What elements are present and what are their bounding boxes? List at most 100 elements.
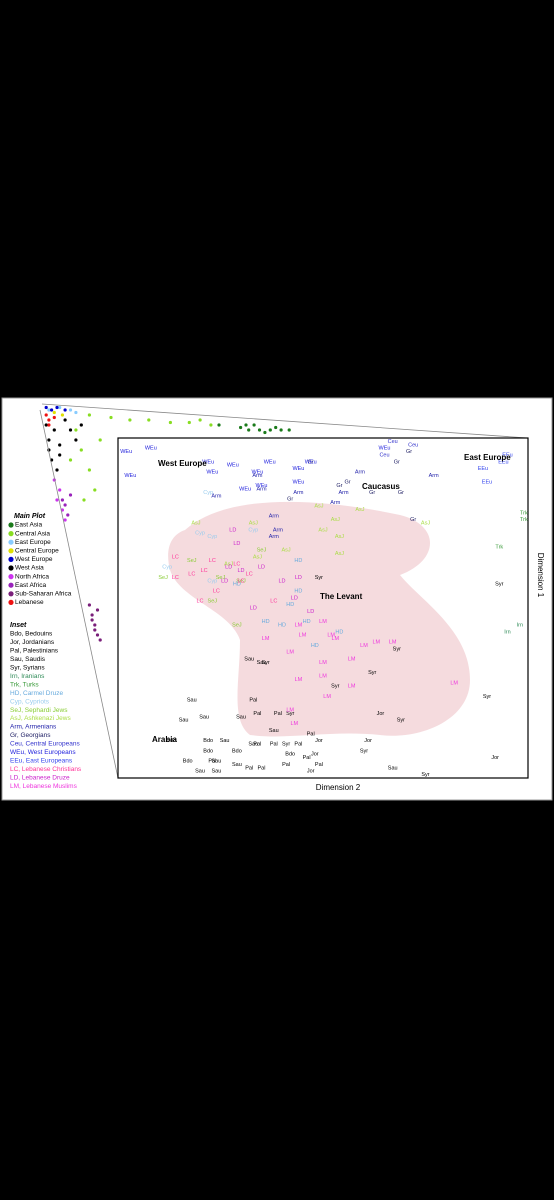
levant-region	[168, 501, 470, 737]
point-label: LM	[450, 680, 458, 686]
point-label: LM	[360, 643, 368, 649]
point	[287, 428, 291, 432]
point-label: Sau	[187, 697, 197, 703]
point-label: Arm	[338, 490, 349, 496]
point-label: LM	[295, 677, 303, 683]
point	[109, 415, 113, 420]
point-label: Gr	[406, 449, 412, 455]
point	[244, 423, 248, 427]
point-label: LD	[221, 578, 228, 584]
point-label: LD	[233, 541, 240, 547]
point-label: Jor	[307, 769, 315, 775]
point-label: HD	[286, 602, 294, 608]
point-label: LD	[295, 575, 302, 581]
point	[44, 423, 48, 427]
point-label: Bdo	[232, 748, 242, 754]
point-label: Trk	[495, 544, 503, 550]
legend-title: Inset	[10, 622, 27, 629]
point-label: Jor	[364, 738, 372, 744]
point-label: HD	[278, 622, 286, 628]
legend-marker	[8, 582, 14, 588]
point-label: Ceu	[388, 439, 398, 445]
point-label: LD	[225, 565, 232, 571]
point-label: SeJ	[208, 599, 218, 605]
legend-label: Ceu, Central Europeans	[10, 741, 80, 748]
zoom-line	[41, 403, 529, 439]
point	[55, 498, 59, 502]
point-label: WEu	[379, 446, 391, 452]
point-label: Pal	[253, 741, 261, 747]
legend-label: Bdo, Bedouins	[10, 631, 53, 638]
x-axis-label: Dimension 2	[316, 783, 361, 792]
legend-label: EEu, East Europeans	[10, 757, 73, 764]
legend-marker	[8, 548, 14, 554]
point-label: Pal	[245, 765, 253, 771]
point-label: LC	[196, 599, 203, 605]
point-label: WEu	[227, 463, 239, 469]
point	[74, 410, 78, 415]
point	[252, 423, 256, 427]
legend-label: LD, Lebanese Druze	[10, 774, 70, 781]
legend-marker	[8, 522, 14, 528]
point-label: WEu	[292, 466, 304, 472]
point-label: Arm	[256, 486, 267, 492]
point	[198, 418, 202, 422]
point-label: WEu	[239, 486, 251, 492]
point	[87, 468, 91, 472]
point-label: AsJ	[318, 527, 327, 533]
point-label: Pal	[270, 741, 278, 747]
point-label: Sau	[244, 656, 254, 662]
point-label: Sau	[248, 741, 258, 747]
zoom-line	[39, 409, 119, 779]
point-label: Sau	[220, 738, 230, 744]
point-label: Syr	[282, 741, 290, 747]
point-label: Bdo	[285, 752, 295, 758]
legend-label: AsJ, Ashkenazi Jews	[10, 715, 71, 722]
point-label: Gr	[410, 517, 416, 523]
point	[55, 405, 59, 410]
point	[98, 638, 102, 642]
point-label: Syr	[495, 582, 503, 588]
point-label: WEu	[120, 449, 132, 455]
point	[63, 518, 67, 522]
point	[239, 425, 243, 430]
region-label: The Levant	[320, 592, 363, 601]
point-label: Pal	[274, 711, 282, 717]
point	[44, 413, 48, 417]
point	[263, 430, 267, 435]
point	[58, 488, 62, 492]
point-label: Jor	[311, 752, 319, 758]
point-label: HD	[311, 643, 319, 649]
y-axis-label: Dimension 1	[536, 553, 545, 598]
point-label: LM	[299, 633, 307, 639]
point	[93, 488, 97, 492]
point	[58, 405, 62, 410]
point-label: Arm	[293, 490, 304, 496]
point-label: Irn	[504, 629, 510, 635]
point	[68, 428, 73, 432]
point	[47, 418, 51, 422]
point-label: EEu	[482, 480, 492, 486]
legend-label: Cyp, Cypriots	[10, 698, 50, 705]
legend-label: East Africa	[15, 582, 46, 589]
point-label: Arm	[330, 500, 341, 506]
point-label: Sau	[232, 762, 242, 768]
legend-marker	[8, 599, 14, 606]
point-label: WEu	[292, 480, 304, 486]
point-label: AsJ	[335, 534, 344, 540]
point-label: Pal	[282, 762, 290, 768]
point-label: Irn	[517, 622, 523, 628]
region-label: Caucasus	[362, 482, 400, 491]
point-label: Pal	[249, 697, 257, 703]
legend-label: Central Asia	[15, 530, 50, 537]
legend-label: LM, Lebanese Muslims	[10, 783, 78, 790]
point	[55, 468, 59, 472]
point-label: Arm	[211, 493, 222, 499]
point-label: LC	[270, 599, 277, 605]
legend-marker	[8, 591, 14, 597]
point	[87, 603, 91, 607]
point-label: Bdo	[203, 738, 213, 744]
point	[50, 408, 54, 412]
point	[47, 438, 51, 442]
